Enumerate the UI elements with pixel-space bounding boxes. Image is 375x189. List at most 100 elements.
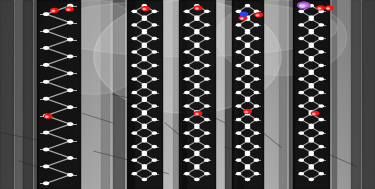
Circle shape [132, 91, 136, 94]
Circle shape [317, 6, 324, 10]
Circle shape [195, 167, 199, 169]
Circle shape [245, 59, 250, 61]
Circle shape [142, 30, 146, 32]
Circle shape [142, 151, 146, 153]
Bar [351, 0, 360, 189]
Circle shape [152, 24, 156, 26]
Circle shape [142, 167, 146, 169]
Circle shape [152, 51, 156, 53]
Circle shape [44, 114, 48, 117]
Bar [279, 0, 286, 189]
Circle shape [254, 78, 258, 80]
Circle shape [195, 165, 199, 167]
Circle shape [194, 112, 202, 115]
Circle shape [309, 70, 314, 72]
Circle shape [299, 78, 303, 80]
Circle shape [132, 78, 136, 80]
Circle shape [195, 57, 199, 59]
Bar [232, 0, 263, 189]
Circle shape [44, 148, 48, 151]
Circle shape [299, 24, 303, 26]
Circle shape [185, 105, 189, 107]
Circle shape [185, 64, 189, 67]
Circle shape [68, 38, 73, 41]
Circle shape [245, 97, 250, 99]
Ellipse shape [94, 0, 281, 113]
Circle shape [142, 86, 146, 88]
Circle shape [44, 131, 48, 134]
Circle shape [254, 37, 258, 40]
Bar [34, 0, 38, 189]
Circle shape [319, 146, 323, 148]
Circle shape [195, 16, 199, 18]
Circle shape [319, 24, 323, 26]
Circle shape [68, 55, 73, 58]
Circle shape [142, 16, 146, 18]
Circle shape [152, 10, 156, 12]
Circle shape [185, 78, 189, 80]
Circle shape [237, 132, 241, 134]
Circle shape [299, 64, 303, 67]
Circle shape [195, 84, 199, 86]
Bar [293, 0, 329, 189]
Circle shape [185, 159, 189, 161]
Circle shape [205, 24, 209, 26]
Circle shape [142, 45, 146, 47]
Circle shape [132, 105, 136, 107]
Circle shape [244, 110, 251, 113]
Circle shape [195, 99, 199, 101]
Circle shape [205, 146, 209, 148]
Circle shape [195, 30, 199, 32]
Circle shape [195, 45, 199, 47]
Circle shape [185, 132, 189, 134]
Circle shape [152, 173, 156, 175]
Circle shape [196, 8, 198, 9]
Circle shape [132, 37, 136, 40]
Circle shape [319, 37, 323, 40]
Circle shape [132, 159, 136, 161]
Circle shape [309, 140, 314, 142]
Circle shape [195, 178, 199, 180]
Circle shape [241, 18, 243, 19]
Circle shape [142, 140, 146, 142]
Circle shape [319, 105, 323, 107]
Circle shape [299, 10, 303, 12]
Circle shape [309, 97, 314, 99]
Circle shape [142, 32, 146, 34]
Circle shape [245, 178, 250, 180]
Circle shape [245, 113, 250, 115]
Circle shape [44, 81, 48, 83]
Circle shape [309, 57, 314, 59]
Circle shape [142, 72, 146, 74]
Circle shape [142, 124, 146, 126]
Circle shape [254, 132, 258, 134]
Circle shape [44, 114, 52, 118]
Circle shape [195, 124, 199, 126]
Circle shape [254, 24, 258, 26]
Circle shape [195, 113, 199, 115]
Circle shape [256, 15, 259, 16]
Bar [127, 0, 162, 189]
Circle shape [44, 165, 48, 168]
Circle shape [46, 116, 48, 117]
Circle shape [237, 159, 241, 161]
Circle shape [319, 51, 323, 53]
Circle shape [299, 119, 303, 121]
Circle shape [245, 99, 250, 101]
Circle shape [132, 51, 136, 53]
Circle shape [205, 105, 209, 107]
Circle shape [309, 30, 314, 32]
Circle shape [185, 91, 189, 94]
Circle shape [68, 72, 73, 75]
Ellipse shape [38, 0, 338, 57]
Circle shape [205, 119, 209, 121]
Circle shape [237, 51, 241, 53]
Circle shape [185, 119, 189, 121]
Circle shape [309, 153, 314, 155]
Circle shape [44, 98, 48, 100]
Circle shape [245, 111, 250, 113]
Circle shape [185, 51, 189, 53]
Circle shape [245, 18, 250, 20]
Circle shape [68, 89, 73, 91]
Circle shape [309, 165, 314, 167]
